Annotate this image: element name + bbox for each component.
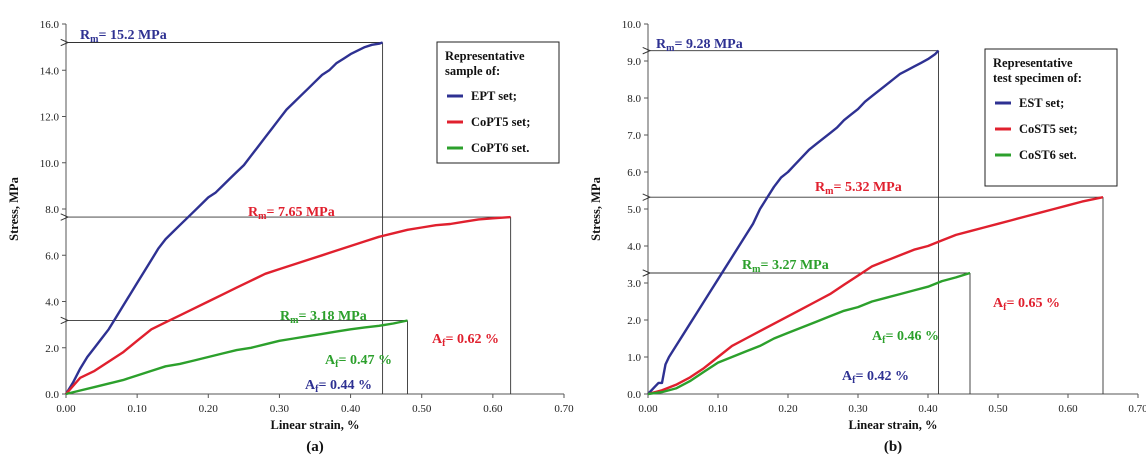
y-axis-title: Stress, MPa <box>7 176 21 240</box>
y-tick-label: 0.0 <box>627 389 641 401</box>
series-line-2 <box>647 196 1104 396</box>
x-tick-label: 0.70 <box>554 403 574 415</box>
x-axis-title: Linear strain, % <box>848 418 937 432</box>
x-tick-label: 0.20 <box>199 403 219 415</box>
y-tick-label: 3.0 <box>627 278 641 290</box>
y-tick-label: 7.0 <box>627 130 641 142</box>
legend-title: sample of: <box>445 64 500 78</box>
y-tick-label: 9.0 <box>627 56 641 68</box>
y-tick-label: 1.0 <box>627 352 641 364</box>
legend-box <box>984 48 1118 187</box>
x-tick-label: 0.20 <box>778 403 798 415</box>
y-tick-label: 10.0 <box>622 19 642 31</box>
annotation-label: Rm= 7.65 MPa <box>248 205 335 222</box>
x-tick-label: 0.10 <box>128 403 148 415</box>
annotation-label: Af= 0.65 % <box>993 296 1060 313</box>
annotation-label: Af= 0.62 % <box>432 332 499 349</box>
legend-item-label: CoST6 set. <box>1019 148 1077 162</box>
y-tick-label: 4.0 <box>45 297 59 309</box>
panel-label: (a) <box>306 439 324 455</box>
panel-label: (b) <box>884 439 902 455</box>
series-line-3 <box>65 319 408 396</box>
y-tick-label: 4.0 <box>627 241 641 253</box>
legend-item-label: EST set; <box>1019 96 1064 110</box>
y-axis-title: Stress, MPa <box>589 176 603 240</box>
y-tick-label: 12.0 <box>40 112 60 124</box>
x-tick-label: 0.50 <box>412 403 432 415</box>
annotation-label: Af= 0.47 % <box>325 353 392 370</box>
chart-panel-b: 0.0 1.0 2.0 3.0 4.0 5.0 6.0 7.0 8.0 9.0 10.0 0.00 0.… <box>589 19 1146 455</box>
y-tick-label: 8.0 <box>627 93 641 105</box>
x-tick-label: 0.70 <box>1128 403 1146 415</box>
legend-title: test specimen of: <box>993 71 1082 85</box>
x-tick-label: 0.60 <box>483 403 503 415</box>
annotation-label: Rm= 3.18 MPa <box>280 309 367 326</box>
x-tick-label: 0.00 <box>56 403 76 415</box>
legend-item-label: CoPT5 set; <box>471 115 530 129</box>
legend-item-label: EPT set; <box>471 89 517 103</box>
x-tick-label: 0.30 <box>848 403 868 415</box>
y-tick-label: 10.0 <box>40 158 60 170</box>
x-tick-label: 0.40 <box>918 403 938 415</box>
legend-item-label: CoPT6 set. <box>471 141 529 155</box>
series-line-1 <box>64 41 383 395</box>
x-axis-title: Linear strain, % <box>270 418 359 432</box>
legend-title: Representative <box>445 49 525 63</box>
y-tick-label: 16.0 <box>40 19 60 31</box>
x-tick-label: 0.40 <box>341 403 361 415</box>
annotation-label: Af= 0.46 % <box>872 329 939 346</box>
legend-title: Representative <box>993 56 1073 70</box>
annotation-label: Rm= 3.27 MPa <box>742 258 829 275</box>
annotation-label: Af= 0.44 % <box>305 378 372 395</box>
x-tick-label: 0.10 <box>708 403 728 415</box>
annotation-label: Af= 0.42 % <box>842 369 909 386</box>
y-tick-label: 2.0 <box>627 315 641 327</box>
y-tick-label: 2.0 <box>45 343 59 355</box>
annotation-label: Rm= 15.2 MPa <box>80 28 167 45</box>
y-tick-label: 14.0 <box>40 65 60 77</box>
annotation-label: Rm= 9.28 MPa <box>656 37 743 54</box>
series-line-1 <box>647 49 940 395</box>
series-line-2 <box>65 215 511 395</box>
y-tick-label: 0.0 <box>45 389 59 401</box>
annotation-label: Rm= 5.32 MPa <box>815 180 902 197</box>
x-tick-label: 0.60 <box>1058 403 1078 415</box>
x-tick-label: 0.30 <box>270 403 290 415</box>
y-tick-label: 6.0 <box>45 250 59 262</box>
x-tick-label: 0.50 <box>988 403 1008 415</box>
series-line-3 <box>647 271 971 396</box>
x-tick-label: 0.00 <box>638 403 658 415</box>
legend-box <box>436 41 560 164</box>
y-tick-label: 8.0 <box>45 204 59 216</box>
y-tick-label: 5.0 <box>627 204 641 216</box>
legend-item-label: CoST5 set; <box>1019 122 1078 136</box>
chart-panel-a: 0.0 2.0 4.0 6.0 8.0 10.0 12.0 14.0 16.0 0.00 0.10 0… <box>7 19 574 455</box>
y-tick-label: 6.0 <box>627 167 641 179</box>
